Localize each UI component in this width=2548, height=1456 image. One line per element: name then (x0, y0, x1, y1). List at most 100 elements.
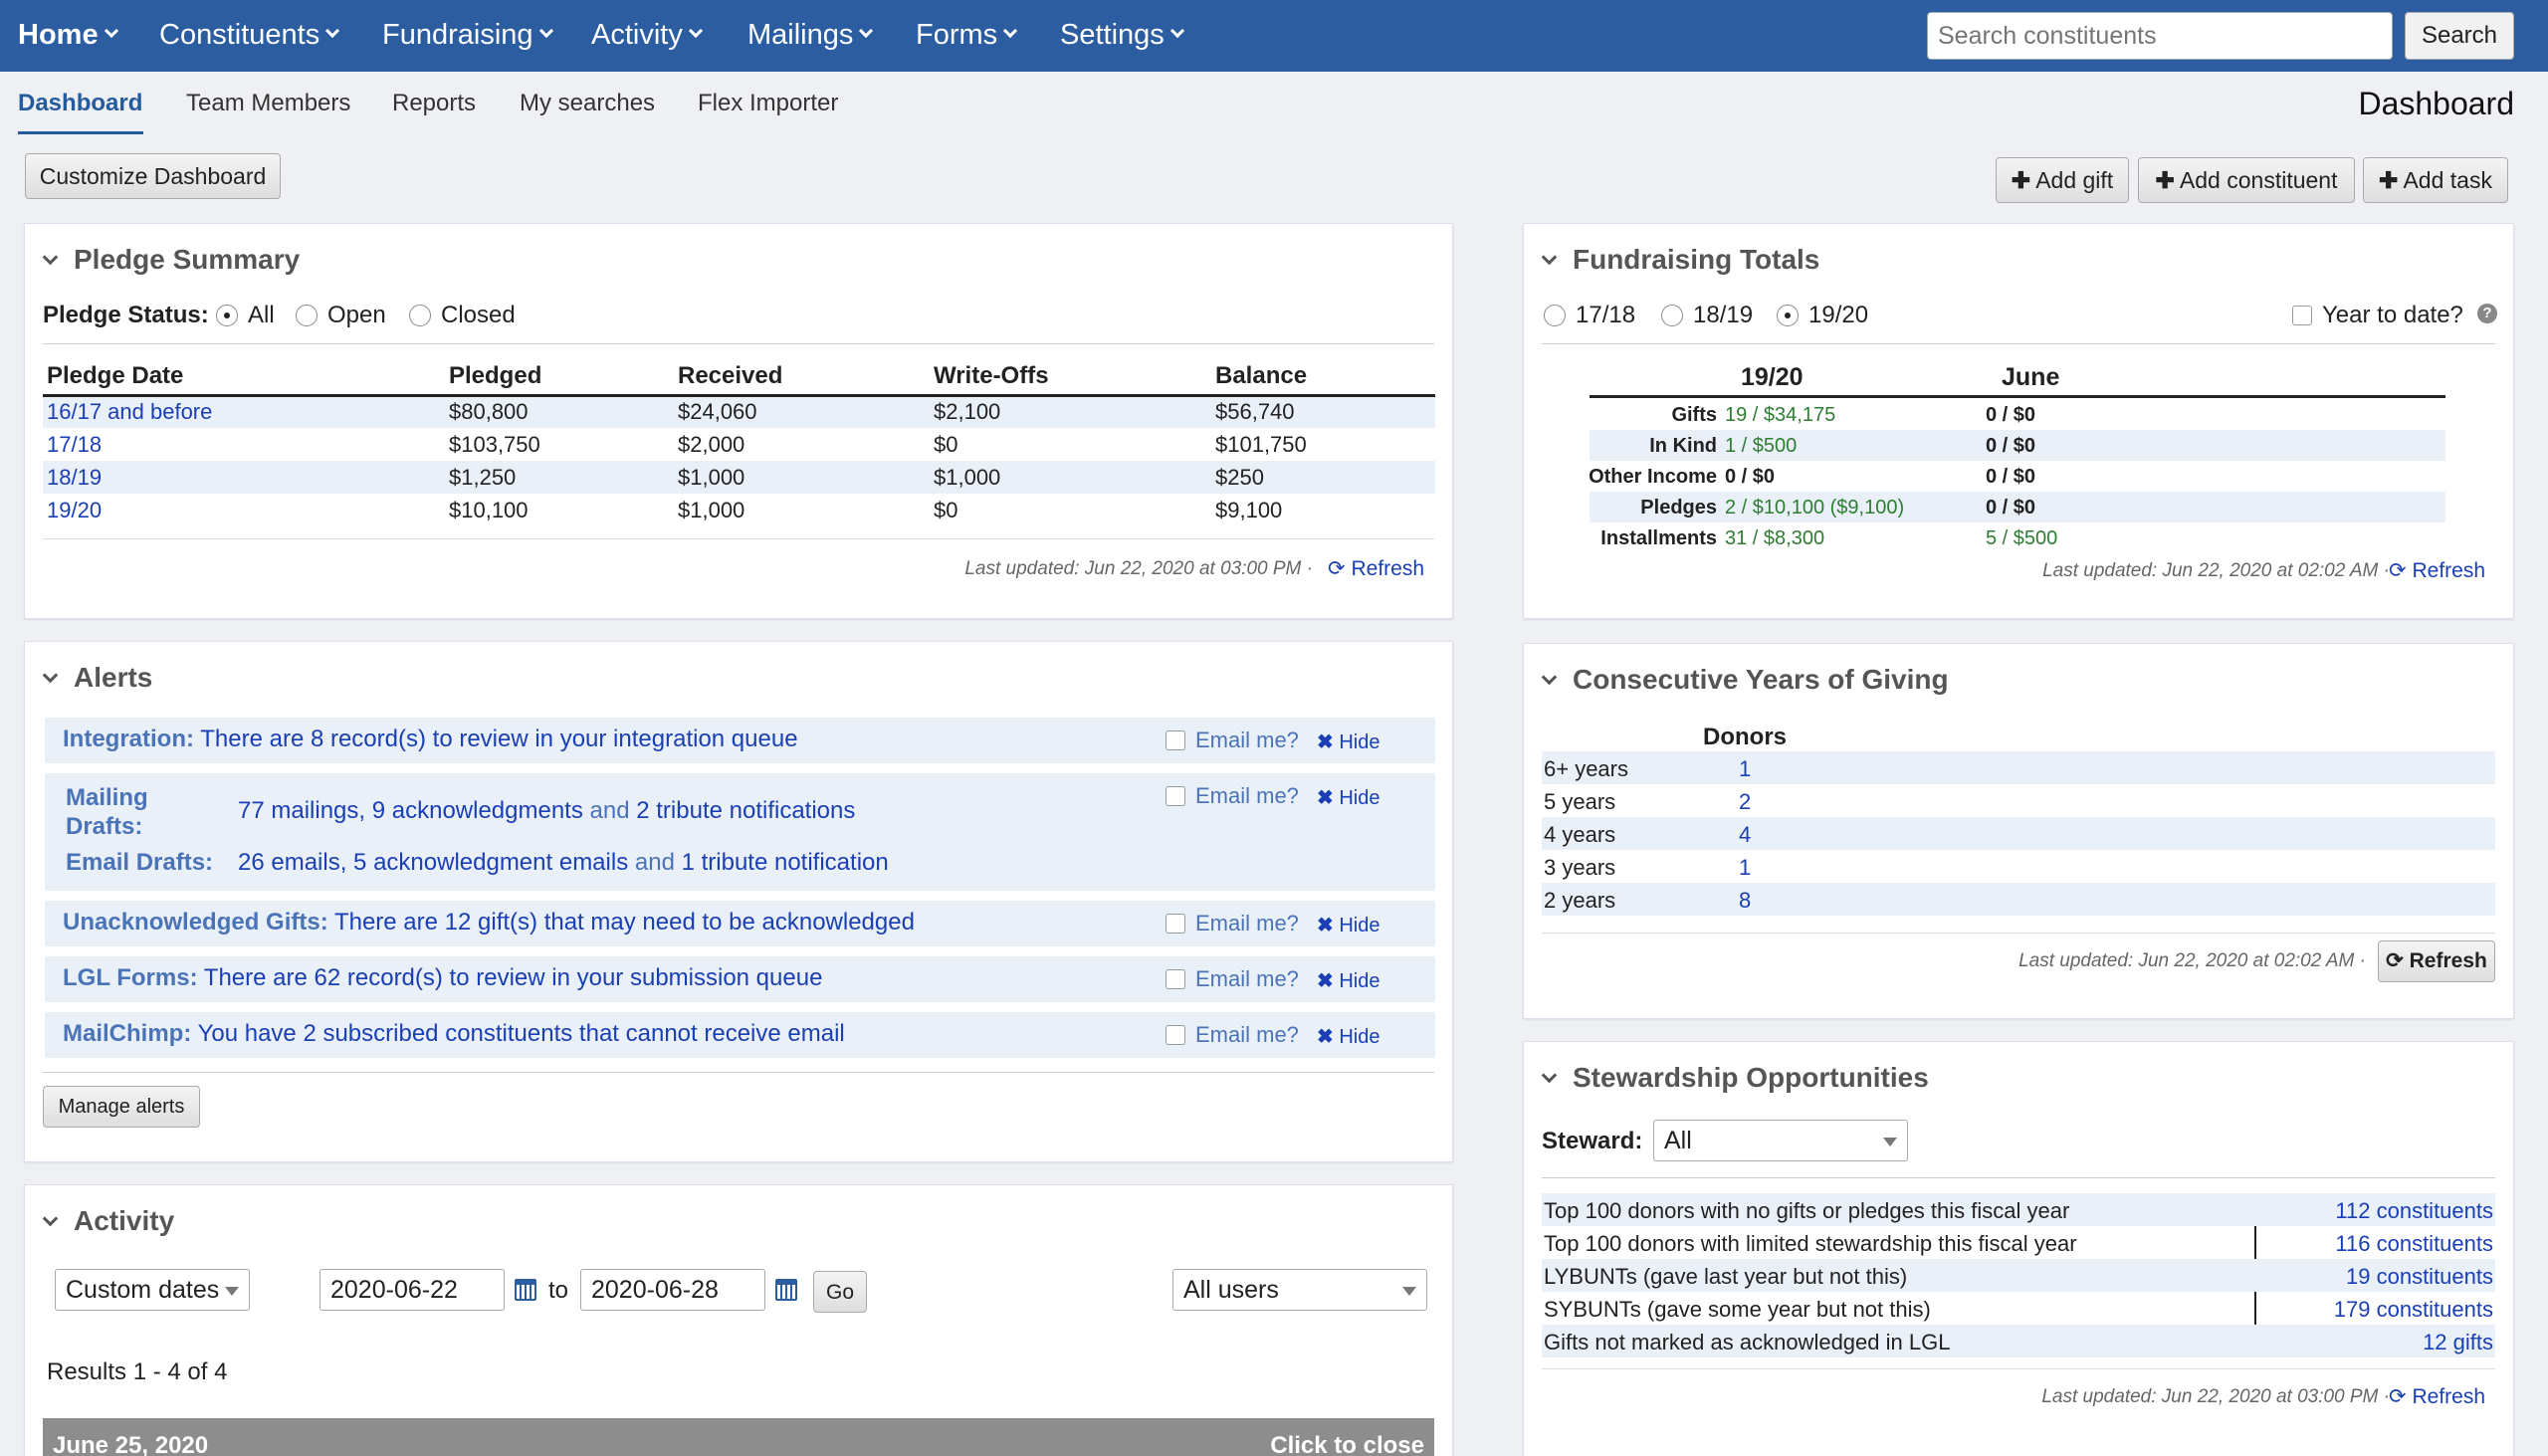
email-drafts-text: 26 emails, 5 acknowledgment emails and 1… (238, 849, 889, 877)
pledge-date-link[interactable]: 16/17 and before (43, 395, 445, 428)
manage-alerts-button[interactable]: Manage alerts (43, 1086, 200, 1128)
nav-constituents[interactable]: Constituents (159, 0, 340, 72)
tab-reports[interactable]: Reports (392, 90, 477, 116)
tab-dashboard[interactable]: Dashboard (18, 90, 143, 116)
donor-count-link[interactable]: 4 (1739, 822, 1752, 847)
year-value[interactable]: 1 / $500 (1725, 435, 1798, 457)
month-value[interactable]: 5 / $500 (1986, 527, 2058, 549)
donor-count-link[interactable]: 2 (1739, 789, 1752, 814)
click-to-close-link[interactable]: Click to close (1270, 1432, 1424, 1456)
opportunity-count-link[interactable]: 179 constituents (2333, 1297, 2493, 1322)
nav-mailings[interactable]: Mailings (747, 0, 874, 72)
radio-all[interactable]: All (216, 302, 275, 329)
opportunity-count-link[interactable]: 116 constituents (2335, 1231, 2493, 1256)
search-input[interactable] (1927, 12, 2393, 60)
refresh-icon: ⟳ (2389, 559, 2407, 582)
nav-label: Forms (916, 19, 998, 51)
mailing-link[interactable]: 77 mailings, 9 acknowledgments (238, 797, 583, 824)
close-icon: ✖ (1317, 787, 1334, 809)
nav-label: Fundraising (382, 19, 533, 51)
year-value[interactable]: 31 / $8,300 (1725, 527, 1825, 549)
panel-title-text: Consecutive Years of Giving (1573, 664, 1949, 695)
fundraising-totals-title[interactable]: Fundraising Totals (1541, 244, 1819, 276)
email-me-checkbox[interactable]: Email me? (1166, 1022, 1299, 1048)
year-value[interactable]: 2 / $10,100 ($9,100) (1725, 497, 1905, 519)
alert-text[interactable]: MailChimp: You have 2 subscribed constit… (63, 1020, 845, 1048)
hide-button[interactable]: ✖ Hide (1317, 729, 1380, 754)
hide-button[interactable]: ✖ Hide (1317, 968, 1380, 993)
add-task-button[interactable]: ✚ Add task (2363, 157, 2508, 203)
table-row: 2 years 8 (1542, 883, 2495, 916)
refresh-button[interactable]: ⟳ Refresh (1328, 556, 1424, 581)
email-me-checkbox[interactable]: Email me? (1166, 728, 1299, 753)
alert-text[interactable]: LGL Forms: There are 62 record(s) to rev… (63, 964, 822, 992)
tab-my-searches[interactable]: My searches (520, 90, 656, 116)
customize-dashboard-button[interactable]: Customize Dashboard (25, 153, 281, 199)
stewardship-title[interactable]: Stewardship Opportunities (1541, 1062, 1929, 1094)
divider (1542, 933, 2495, 934)
hide-button[interactable]: ✖ Hide (1317, 913, 1380, 937)
radio-1718[interactable]: 17/18 (1544, 302, 1635, 329)
year-to-date-checkbox[interactable]: Year to date? (2292, 302, 2463, 329)
alerts-title[interactable]: Alerts (42, 662, 152, 694)
nav-fundraising[interactable]: Fundraising (382, 0, 553, 72)
opportunity-count-link[interactable]: 19 constituents (2346, 1264, 2493, 1289)
nav-forms[interactable]: Forms (916, 0, 1018, 72)
tribute-link[interactable]: 1 tribute notification (681, 849, 889, 876)
alert-text[interactable]: Integration: There are 8 record(s) to re… (63, 726, 798, 753)
alert-text[interactable]: Unacknowledged Gifts: There are 12 gift(… (63, 909, 915, 936)
to-date-input[interactable]: 2020-06-28 (580, 1269, 765, 1311)
refresh-button[interactable]: ⟳ Refresh (2389, 1384, 2485, 1409)
pledge-date-link[interactable]: 18/19 (43, 461, 445, 494)
radio-1920[interactable]: 19/20 (1777, 302, 1868, 329)
donor-count-link[interactable]: 1 (1739, 855, 1752, 880)
radio-closed[interactable]: Closed (409, 302, 516, 329)
nav-home[interactable]: Home (18, 0, 118, 72)
hide-button[interactable]: ✖ Hide (1317, 1024, 1380, 1049)
refresh-button[interactable]: ⟳ Refresh (2389, 558, 2485, 583)
email-me-checkbox[interactable]: Email me? (1166, 911, 1299, 936)
year-value: 0 / $0 (1725, 466, 1776, 488)
opportunity-label: Top 100 donors with no gifts or pledges … (1544, 1198, 2070, 1223)
nav-activity[interactable]: Activity (591, 0, 703, 72)
search-button[interactable]: Search (2405, 12, 2514, 60)
help-icon[interactable]: ? (2477, 304, 2497, 323)
go-button[interactable]: Go (813, 1271, 867, 1313)
years-label: 6+ years (1544, 756, 1628, 781)
email-link[interactable]: 26 emails, 5 acknowledgment emails (238, 849, 629, 876)
add-gift-button[interactable]: ✚ Add gift (1996, 157, 2129, 203)
radio-1819[interactable]: 18/19 (1661, 302, 1753, 329)
calendar-icon[interactable] (515, 1279, 536, 1301)
panel-title-text: Activity (74, 1205, 175, 1236)
users-select[interactable]: All users (1172, 1269, 1427, 1311)
date-range-select[interactable]: Custom dates (55, 1269, 250, 1311)
nav-settings[interactable]: Settings (1060, 0, 1184, 72)
month-value: 0 / $0 (1986, 435, 2036, 457)
steward-select[interactable]: All (1653, 1120, 1908, 1161)
refresh-button[interactable]: ⟳ Refresh (2378, 940, 2495, 982)
year-value[interactable]: 19 / $34,175 (1725, 404, 1836, 426)
checkbox-icon (1166, 730, 1185, 750)
tab-flex-importer[interactable]: Flex Importer (698, 90, 839, 116)
add-constituent-button[interactable]: ✚ Add constituent (2138, 157, 2355, 203)
activity-title[interactable]: Activity (42, 1205, 175, 1237)
pledge-date-link[interactable]: 19/20 (47, 497, 103, 522)
opportunity-count-link[interactable]: 112 constituents (2335, 1198, 2493, 1223)
from-date-input[interactable]: 2020-06-22 (319, 1269, 505, 1311)
donor-count-link[interactable]: 1 (1739, 756, 1752, 781)
tab-team-members[interactable]: Team Members (186, 90, 351, 116)
donor-count-link[interactable]: 8 (1739, 888, 1752, 913)
email-me-checkbox[interactable]: Email me? (1166, 783, 1299, 809)
pledge-date-link[interactable]: 17/18 (47, 431, 103, 457)
row-label: Gifts (1671, 404, 1717, 426)
pledge-summary-title[interactable]: Pledge Summary (42, 244, 300, 276)
consecutive-years-title[interactable]: Consecutive Years of Giving (1541, 664, 1949, 696)
radio-open[interactable]: Open (296, 302, 386, 329)
hide-button[interactable]: ✖ Hide (1317, 785, 1380, 810)
radio-label: Open (327, 302, 386, 328)
email-me-checkbox[interactable]: Email me? (1166, 966, 1299, 992)
years-label: 2 years (1544, 888, 1616, 913)
calendar-icon[interactable] (775, 1279, 797, 1301)
tribute-link[interactable]: 2 tribute notifications (636, 797, 856, 824)
opportunity-count-link[interactable]: 12 gifts (2423, 1330, 2493, 1354)
